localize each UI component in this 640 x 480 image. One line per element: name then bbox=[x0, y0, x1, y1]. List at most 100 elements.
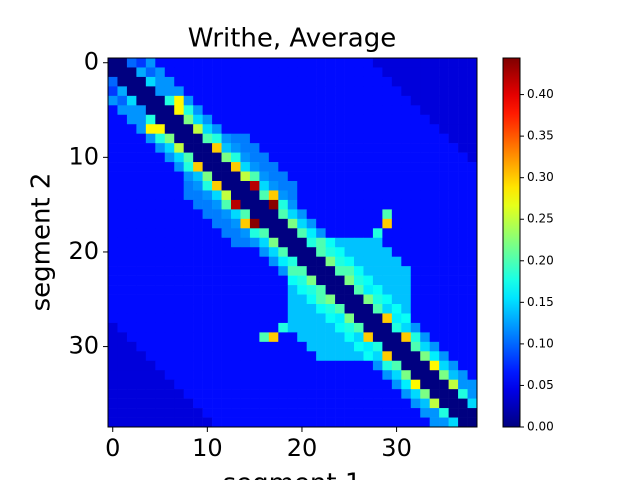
heatmap-cell bbox=[278, 417, 289, 428]
heatmap-cell bbox=[439, 114, 449, 125]
heatmap-cell bbox=[126, 76, 137, 87]
heatmap-cell bbox=[467, 209, 478, 220]
x-tick-label: 0 bbox=[105, 434, 120, 462]
heatmap-cell bbox=[354, 181, 364, 191]
heatmap-cell bbox=[202, 105, 213, 116]
heatmap-cell bbox=[297, 304, 307, 314]
heatmap-cell bbox=[117, 408, 128, 418]
heatmap-cell bbox=[193, 199, 203, 210]
heatmap-cell bbox=[249, 266, 260, 276]
heatmap-cell bbox=[221, 294, 232, 305]
heatmap-cell bbox=[325, 95, 336, 106]
heatmap-cell bbox=[136, 95, 147, 106]
heatmap-cell bbox=[268, 275, 279, 286]
heatmap-cell bbox=[164, 304, 175, 314]
heatmap-cell bbox=[448, 313, 459, 324]
heatmap-cell bbox=[391, 417, 402, 428]
heatmap-cell bbox=[439, 332, 449, 343]
heatmap-cell bbox=[108, 360, 118, 371]
heatmap-cell bbox=[458, 370, 468, 380]
heatmap-cell bbox=[420, 360, 430, 371]
heatmap-cell bbox=[306, 285, 317, 295]
heatmap-cell bbox=[297, 398, 307, 409]
heatmap-cell bbox=[287, 247, 298, 257]
heatmap-cell bbox=[202, 237, 213, 248]
heatmap-cell bbox=[382, 67, 393, 78]
heatmap-cell bbox=[174, 313, 184, 324]
heatmap-cell bbox=[212, 124, 222, 134]
heatmap-cell bbox=[344, 190, 355, 201]
heatmap-cell bbox=[136, 76, 147, 87]
heatmap-cell bbox=[354, 105, 364, 116]
heatmap-cell bbox=[410, 171, 421, 182]
heatmap-cell bbox=[391, 285, 402, 295]
heatmap-cell bbox=[259, 95, 270, 106]
heatmap-cell bbox=[287, 398, 298, 409]
heatmap-cell bbox=[231, 408, 241, 418]
heatmap-cell bbox=[108, 266, 118, 276]
heatmap-cell bbox=[231, 370, 241, 380]
heatmap-cell bbox=[439, 341, 449, 352]
heatmap-cell bbox=[249, 247, 260, 257]
heatmap-cell bbox=[108, 152, 118, 163]
heatmap-cell bbox=[183, 86, 194, 97]
heatmap-cell bbox=[259, 218, 270, 229]
heatmap-cell bbox=[145, 304, 156, 314]
heatmap-cell bbox=[297, 67, 307, 78]
heatmap-cell bbox=[344, 285, 355, 295]
heatmap-cell bbox=[410, 341, 421, 352]
heatmap-cell bbox=[316, 105, 326, 116]
heatmap-cell bbox=[287, 152, 298, 163]
heatmap-cell bbox=[278, 360, 289, 371]
heatmap-cell bbox=[354, 256, 364, 267]
heatmap-cell bbox=[145, 341, 156, 352]
heatmap-cell bbox=[363, 124, 374, 134]
heatmap-cell bbox=[136, 360, 147, 371]
heatmap-cell bbox=[335, 313, 345, 324]
heatmap-cell bbox=[306, 417, 317, 428]
heatmap-cell bbox=[155, 76, 166, 87]
heatmap-cell bbox=[448, 95, 459, 106]
heatmap-cell bbox=[306, 408, 317, 418]
heatmap-cell bbox=[287, 408, 298, 418]
heatmap-cell bbox=[316, 237, 326, 248]
heatmap-cell bbox=[126, 105, 137, 116]
heatmap-cell bbox=[136, 247, 147, 257]
heatmap-cell bbox=[458, 360, 468, 371]
heatmap-cell bbox=[231, 76, 241, 87]
heatmap-cell bbox=[212, 370, 222, 380]
heatmap-cell bbox=[126, 266, 137, 276]
colorbar-tick-label: 0.20 bbox=[527, 253, 554, 267]
heatmap-cell bbox=[136, 313, 147, 324]
heatmap-cell bbox=[278, 76, 289, 87]
heatmap-cell bbox=[439, 124, 449, 134]
heatmap-cell bbox=[306, 398, 317, 409]
heatmap-cell bbox=[429, 181, 440, 191]
heatmap-cell bbox=[306, 190, 317, 201]
heatmap-cell bbox=[240, 218, 251, 229]
heatmap-cell bbox=[372, 143, 383, 153]
heatmap-cell bbox=[297, 341, 307, 352]
heatmap-cell bbox=[448, 143, 459, 153]
heatmap-cell bbox=[164, 190, 175, 201]
heatmap-cell bbox=[268, 76, 279, 87]
heatmap-cell bbox=[259, 341, 270, 352]
heatmap-cell bbox=[145, 181, 156, 191]
heatmap-cell bbox=[401, 105, 412, 116]
heatmap-cell bbox=[249, 351, 260, 362]
heatmap-cell bbox=[117, 86, 128, 97]
heatmap-cell bbox=[316, 256, 326, 267]
heatmap-cell bbox=[372, 417, 383, 428]
heatmap-cell bbox=[382, 398, 393, 409]
heatmap-cell bbox=[259, 190, 270, 201]
heatmap-cell bbox=[231, 152, 241, 163]
heatmap-cell bbox=[335, 190, 345, 201]
heatmap-cell bbox=[372, 332, 383, 343]
heatmap-cell bbox=[193, 162, 203, 172]
heatmap-cell bbox=[391, 408, 402, 418]
heatmap-cell bbox=[410, 228, 421, 239]
heatmap-cell bbox=[448, 218, 459, 229]
heatmap-cell bbox=[212, 228, 222, 239]
colorbar-tick-label: 0.05 bbox=[527, 378, 554, 392]
heatmap-cell bbox=[391, 67, 402, 78]
